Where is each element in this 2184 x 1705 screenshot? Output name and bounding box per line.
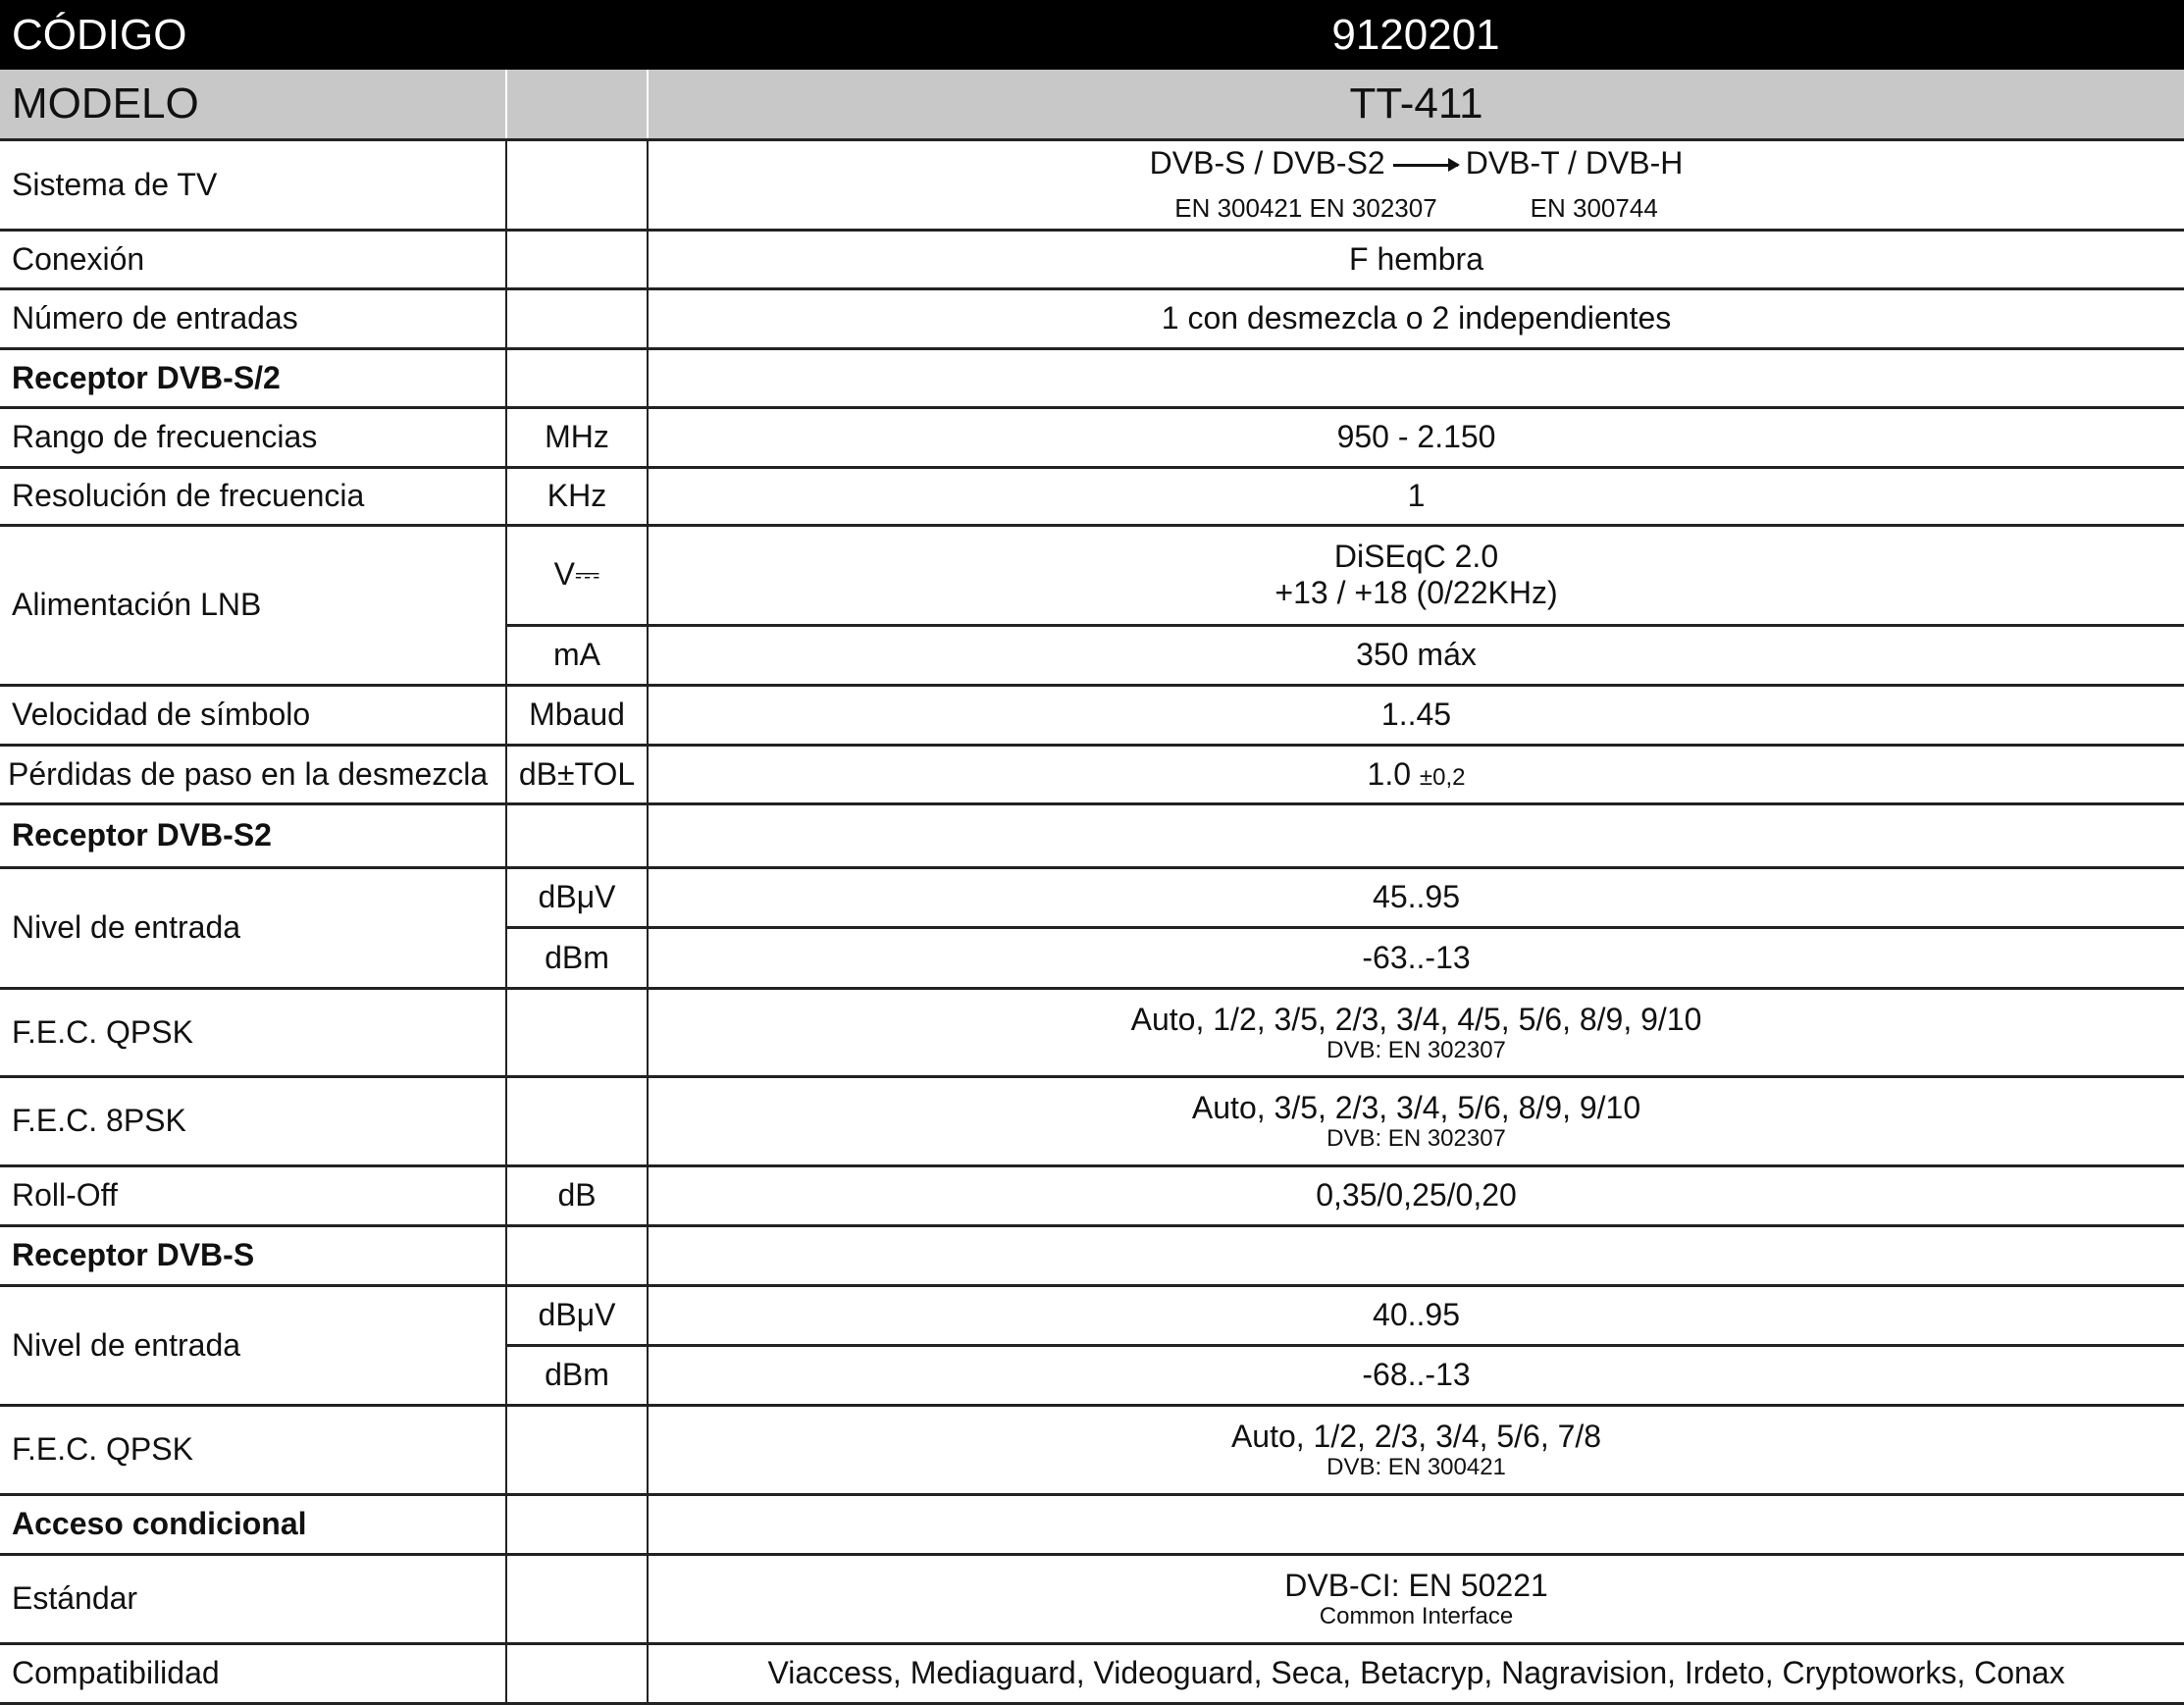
code-row: CÓDIGO 9120201 — [0, 0, 2184, 70]
fec-values: Auto, 1/2, 2/3, 3/4, 5/6, 7/8 — [1230, 1419, 1602, 1454]
from-standard: EN 300421 EN 302307 — [1174, 192, 1437, 223]
row-value: DVB-CI: EN 50221 Common Interface — [647, 1552, 2184, 1643]
table-row: F.E.C. 8PSK Auto, 3/5, 2/3, 3/4, 5/6, 8/… — [0, 1074, 2184, 1165]
row-label: Rango de frecuencias — [0, 405, 506, 467]
row-label: Pérdidas de paso en la desmezcla — [0, 743, 506, 803]
code-value: 9120201 — [648, 0, 2184, 70]
row-label: Número de entradas — [0, 286, 506, 348]
row-value: Auto, 1/2, 3/5, 2/3, 3/4, 4/5, 5/6, 8/9,… — [647, 986, 2184, 1076]
model-unit — [504, 70, 649, 139]
section-heading: Receptor DVB-S2 — [0, 801, 506, 867]
tv-system-value: DVB-S / DVB-S2 DVB-T / DVB-H EN 300421 EN… — [647, 137, 2184, 230]
row-label: Roll-Off — [0, 1163, 506, 1225]
table-row: Resolución de frecuencia KHz 1 — [0, 465, 2184, 525]
row-value: 45..95 — [647, 865, 2184, 927]
row-unit: V⎓ — [504, 523, 649, 625]
table-row: mA 350 máx — [0, 623, 2184, 685]
diseqc-value: DiSEqC 2.0 — [1333, 539, 1499, 574]
section-heading: Receptor DVB-S/2 — [0, 346, 506, 407]
row-label: F.E.C. QPSK — [0, 986, 506, 1076]
row-value: Auto, 3/5, 2/3, 3/4, 5/6, 8/9, 9/10 DVB: … — [647, 1074, 2184, 1165]
table-row: Sistema de TV DVB-S / DVB-S2 DVB-T / DVB-… — [0, 137, 2184, 230]
standard-note: DVB: EN 300421 — [1326, 1454, 1506, 1480]
fec-values: Auto, 3/5, 2/3, 3/4, 5/6, 8/9, 9/10 — [1191, 1090, 1641, 1125]
row-value: 350 máx — [647, 623, 2184, 685]
model-label: MODELO — [0, 70, 506, 139]
row-unit: dB±TOL — [504, 743, 649, 803]
row-unit: mA — [504, 623, 649, 685]
arrow-right-icon — [1392, 157, 1460, 172]
table-row: dBm -68..-13 — [0, 1343, 2184, 1405]
row-label: Nivel de entrada — [0, 865, 506, 988]
table-row: Rango de frecuencias MHz 950 - 2.150 — [0, 405, 2184, 467]
row-value: 1.0 ±0,2 — [647, 743, 2184, 803]
to-standard: EN 300744 — [1530, 192, 1658, 223]
model-row: MODELO TT-411 — [0, 70, 2184, 139]
row-value: F hembra — [647, 228, 2184, 288]
from-system: DVB-S / DVB-S2 — [1149, 144, 1385, 181]
row-label: Velocidad de símbolo — [0, 683, 506, 745]
row-unit: dBμV — [504, 865, 649, 927]
table-row: Pérdidas de paso en la desmezcla dB±TOL … — [0, 743, 2184, 803]
row-unit: KHz — [504, 465, 649, 525]
code-label: CÓDIGO — [0, 0, 649, 70]
row-value: 950 - 2.150 — [647, 405, 2184, 467]
model-value: TT-411 — [647, 70, 2184, 139]
row-label: F.E.C. 8PSK — [0, 1074, 506, 1165]
row-value: Auto, 1/2, 2/3, 3/4, 5/6, 7/8 DVB: EN 300… — [647, 1403, 2184, 1494]
row-unit: MHz — [504, 405, 649, 467]
standard-value: DVB-CI: EN 50221 — [1284, 1568, 1548, 1603]
table-row: Estándar DVB-CI: EN 50221 Common Interfac… — [0, 1552, 2184, 1643]
standard-note: DVB: EN 302307 — [1326, 1036, 1506, 1063]
section-row: Receptor DVB-S2 — [0, 801, 2184, 867]
table-row: Roll-Off dB 0,35/0,25/0,20 — [0, 1163, 2184, 1225]
table-row: Compatibilidad Viaccess, Mediaguard, Vid… — [0, 1641, 2184, 1705]
table-row: Nivel de entrada dBμV 45..95 — [0, 865, 2184, 988]
section-heading: Acceso condicional — [0, 1492, 506, 1554]
row-value: 1..45 — [647, 683, 2184, 745]
row-value: Viaccess, Mediaguard, Videoguard, Seca, … — [647, 1641, 2184, 1705]
section-row: Receptor DVB-S — [0, 1223, 2184, 1285]
voltage-value: +13 / +18 (0/22KHz) — [1274, 575, 1558, 610]
row-label: Estándar — [0, 1552, 506, 1643]
tolerance: ±0,2 — [1419, 763, 1466, 791]
section-row: Receptor DVB-S/2 — [0, 346, 2184, 407]
row-label: Alimentación LNB — [0, 523, 506, 685]
to-system: DVB-T / DVB-H — [1465, 144, 1684, 181]
table-row: Nivel de entrada dBμV 40..95 — [0, 1283, 2184, 1405]
table-row: dBm -63..-13 — [0, 925, 2184, 988]
row-unit: dB — [504, 1163, 649, 1225]
loss-value: 1.0 — [1367, 755, 1412, 792]
row-label: Sistema de TV — [0, 137, 506, 230]
row-value: -68..-13 — [647, 1343, 2184, 1405]
row-unit: dBμV — [504, 1283, 649, 1345]
row-label: Resolución de frecuencia — [0, 465, 506, 525]
row-unit: dBm — [504, 925, 649, 988]
row-unit: dBm — [504, 1343, 649, 1405]
row-value: 1 — [647, 465, 2184, 525]
standard-note: Common Interface — [1319, 1603, 1514, 1629]
row-value: 0,35/0,25/0,20 — [647, 1163, 2184, 1225]
table-row: F.E.C. QPSK Auto, 1/2, 3/5, 2/3, 3/4, 4/… — [0, 986, 2184, 1076]
row-value: -63..-13 — [647, 925, 2184, 988]
table-row: Velocidad de símbolo Mbaud 1..45 — [0, 683, 2184, 745]
table-row: Alimentación LNB V⎓ DiSEqC 2.0 +13 / +18… — [0, 523, 2184, 685]
row-label: F.E.C. QPSK — [0, 1403, 506, 1494]
table-row: F.E.C. QPSK Auto, 1/2, 2/3, 3/4, 5/6, 7/… — [0, 1403, 2184, 1494]
row-label: Nivel de entrada — [0, 1283, 506, 1405]
row-value: DiSEqC 2.0 +13 / +18 (0/22KHz) — [647, 523, 2184, 625]
section-row: Acceso condicional — [0, 1492, 2184, 1554]
section-heading: Receptor DVB-S — [0, 1223, 506, 1285]
table-row: Número de entradas 1 con desmezcla o 2 i… — [0, 286, 2184, 348]
fec-values: Auto, 1/2, 3/5, 2/3, 3/4, 4/5, 5/6, 8/9,… — [1130, 1001, 1702, 1037]
row-value: 40..95 — [647, 1283, 2184, 1345]
row-value: 1 con desmezcla o 2 independientes — [647, 286, 2184, 348]
row-label: Compatibilidad — [0, 1641, 506, 1705]
row-unit: Mbaud — [504, 683, 649, 745]
standard-note: DVB: EN 302307 — [1326, 1125, 1506, 1152]
row-label: Conexión — [0, 228, 506, 288]
table-row: Conexión F hembra — [0, 228, 2184, 288]
